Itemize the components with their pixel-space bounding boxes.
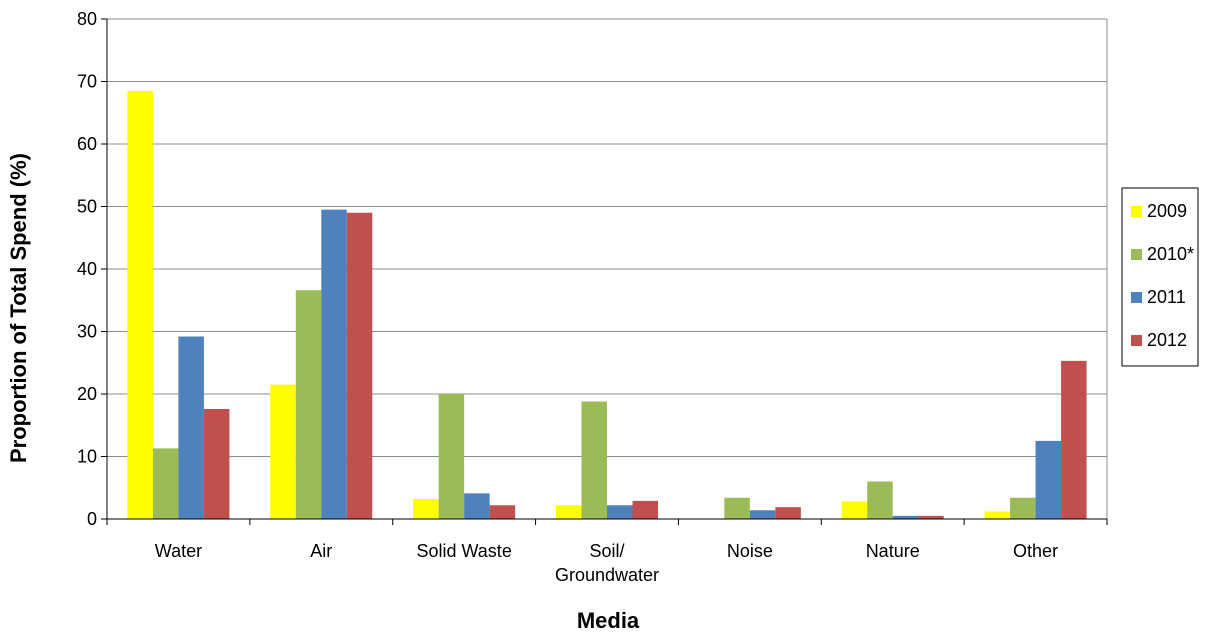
x-tick-label: Soil/	[589, 541, 624, 561]
x-tick-label: Groundwater	[555, 565, 659, 585]
bar	[775, 507, 801, 520]
legend-swatch	[1131, 292, 1142, 303]
legend-swatch	[1131, 206, 1142, 217]
bar	[295, 290, 322, 519]
bar	[867, 481, 893, 519]
bar	[841, 501, 868, 519]
bar	[127, 90, 153, 520]
y-tick-label: 20	[77, 384, 97, 404]
bar	[438, 394, 465, 519]
axes	[101, 18, 1108, 525]
bar	[489, 505, 516, 519]
bar	[632, 500, 658, 520]
legend-label: 2009	[1147, 201, 1187, 221]
y-tick-label: 70	[77, 72, 97, 92]
bar	[607, 505, 633, 519]
legend-label: 2012	[1147, 330, 1187, 350]
bar	[724, 497, 750, 519]
gridlines	[107, 18, 1107, 457]
bars	[127, 90, 1087, 520]
legend-swatch	[1131, 335, 1142, 346]
x-tick-label: Noise	[727, 541, 773, 561]
bar	[581, 401, 607, 519]
bar	[321, 209, 347, 520]
x-tick-label: Solid Waste	[416, 541, 511, 561]
bar	[413, 499, 439, 519]
y-tick-labels: 0 10 20 30 40 50 60 70 80	[77, 9, 97, 529]
bar	[984, 511, 1011, 519]
bar	[749, 510, 776, 519]
bar	[1010, 497, 1036, 519]
x-tick-label: Water	[155, 541, 202, 561]
y-tick-label: 30	[77, 322, 97, 342]
y-tick-label: 50	[77, 197, 97, 217]
x-axis-title: Media	[577, 608, 640, 633]
legend-label: 2011	[1147, 287, 1186, 307]
bar	[346, 212, 373, 519]
bar	[918, 515, 944, 520]
bar	[464, 493, 490, 520]
legend-label: 2010*	[1147, 244, 1194, 264]
legend-swatch	[1131, 249, 1142, 260]
y-tick-label: 40	[77, 259, 97, 279]
y-tick-label: 80	[77, 9, 97, 29]
y-axis-title: Proportion of Total Spend (%)	[6, 153, 31, 463]
bar	[203, 409, 230, 519]
bar	[270, 384, 296, 520]
bar	[152, 448, 179, 520]
y-tick-label: 0	[87, 509, 97, 529]
bar	[1035, 440, 1062, 520]
bar	[556, 505, 582, 519]
x-tick-label: Other	[1013, 541, 1058, 561]
x-tick-label: Nature	[866, 541, 920, 561]
x-tick-label: Air	[310, 541, 332, 561]
bar	[178, 336, 204, 519]
bar	[1061, 360, 1087, 520]
x-category-labels: Water Air Solid Waste Soil/Groundwater Noise…	[155, 541, 1058, 585]
y-tick-label: 10	[77, 447, 97, 467]
y-tick-label: 60	[77, 134, 97, 154]
legend: 2009 2010* 2011 2012	[1121, 187, 1199, 367]
bar	[892, 515, 919, 520]
